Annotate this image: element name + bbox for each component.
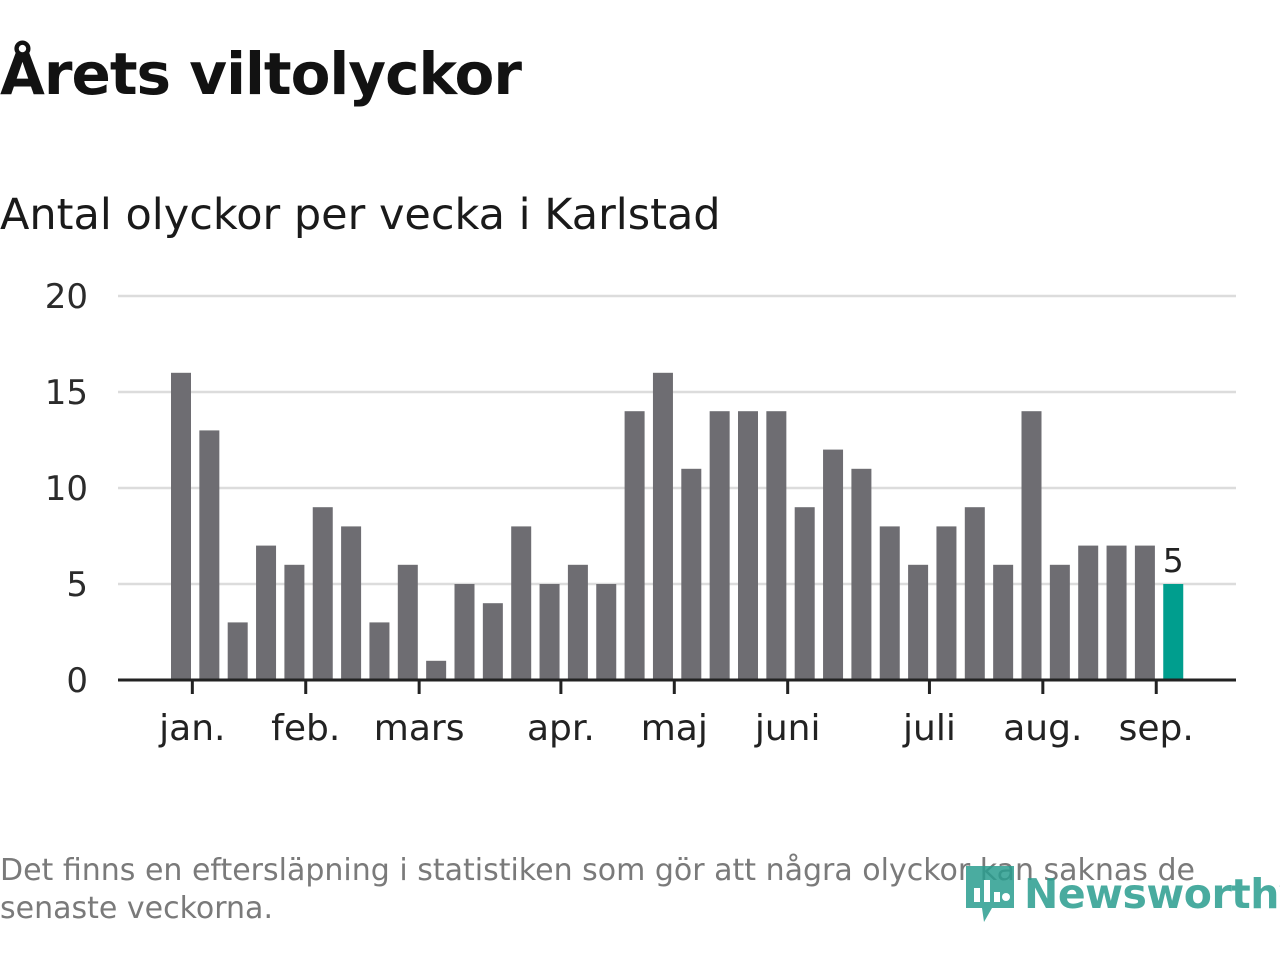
data-labels: 5 (1163, 541, 1184, 580)
bar (567, 564, 588, 680)
bar (596, 584, 617, 680)
y-tick-label: 5 (66, 565, 88, 605)
bar (794, 507, 815, 680)
bar (624, 411, 645, 680)
x-tick-label: jan. (158, 708, 225, 749)
bar (738, 411, 758, 680)
gridlines (118, 294, 1236, 586)
bar (312, 507, 333, 680)
x-axis-ticks: jan. feb. mars apr. maj juni juli aug. sep. (158, 680, 1194, 749)
bar (256, 545, 277, 680)
chart-subtitle: Antal olyckor per vecka i Karlstad (0, 190, 721, 240)
bar (284, 564, 305, 680)
bar (964, 507, 985, 680)
bar (879, 526, 900, 680)
x-tick-label: juni (754, 708, 821, 749)
bar (1078, 545, 1099, 680)
y-tick-label: 20 (45, 277, 88, 317)
bar (1106, 545, 1127, 680)
bar (681, 468, 702, 680)
bar-highlight (1163, 584, 1184, 680)
bar (709, 411, 730, 680)
bar (341, 526, 362, 680)
bar-chart: 0 5 10 15 20 jan. feb. mars apr. maj juni juli aug.… (45, 277, 1236, 749)
bar (199, 430, 220, 680)
bar (1021, 411, 1042, 680)
bar (823, 449, 844, 680)
x-tick-label: juli (902, 708, 956, 749)
brand-name: Newsworthy (1024, 870, 1280, 918)
bars (171, 372, 1184, 680)
bar (397, 564, 418, 680)
bar (539, 584, 560, 680)
y-tick-label: 10 (45, 469, 88, 509)
bar (936, 526, 957, 680)
bar (482, 603, 503, 680)
chart-title: Årets viltolyckor (0, 40, 522, 108)
y-axis-ticks: 0 5 10 15 20 (45, 277, 88, 701)
bar (652, 372, 673, 680)
bar (511, 526, 532, 680)
bar (454, 584, 475, 680)
newsworthy-logo-icon (966, 866, 1014, 922)
bar (766, 411, 787, 680)
x-tick-label: aug. (1003, 708, 1082, 749)
bar (369, 622, 390, 680)
x-tick-label: feb. (271, 708, 340, 749)
bar (227, 622, 248, 680)
y-tick-label: 0 (66, 661, 88, 701)
x-tick-label: apr. (527, 708, 595, 749)
brand: Newsworthy (962, 862, 1280, 926)
bar (993, 564, 1014, 680)
x-tick-label: maj (641, 708, 708, 749)
bar (171, 372, 191, 680)
data-label: 5 (1163, 541, 1184, 580)
x-tick-label: mars (374, 708, 465, 749)
bar (851, 468, 872, 680)
bar (1049, 564, 1070, 680)
bar (426, 660, 447, 680)
x-tick-label: sep. (1119, 708, 1194, 749)
bar (908, 564, 929, 680)
bar (1134, 545, 1155, 680)
y-tick-label: 15 (45, 373, 88, 413)
